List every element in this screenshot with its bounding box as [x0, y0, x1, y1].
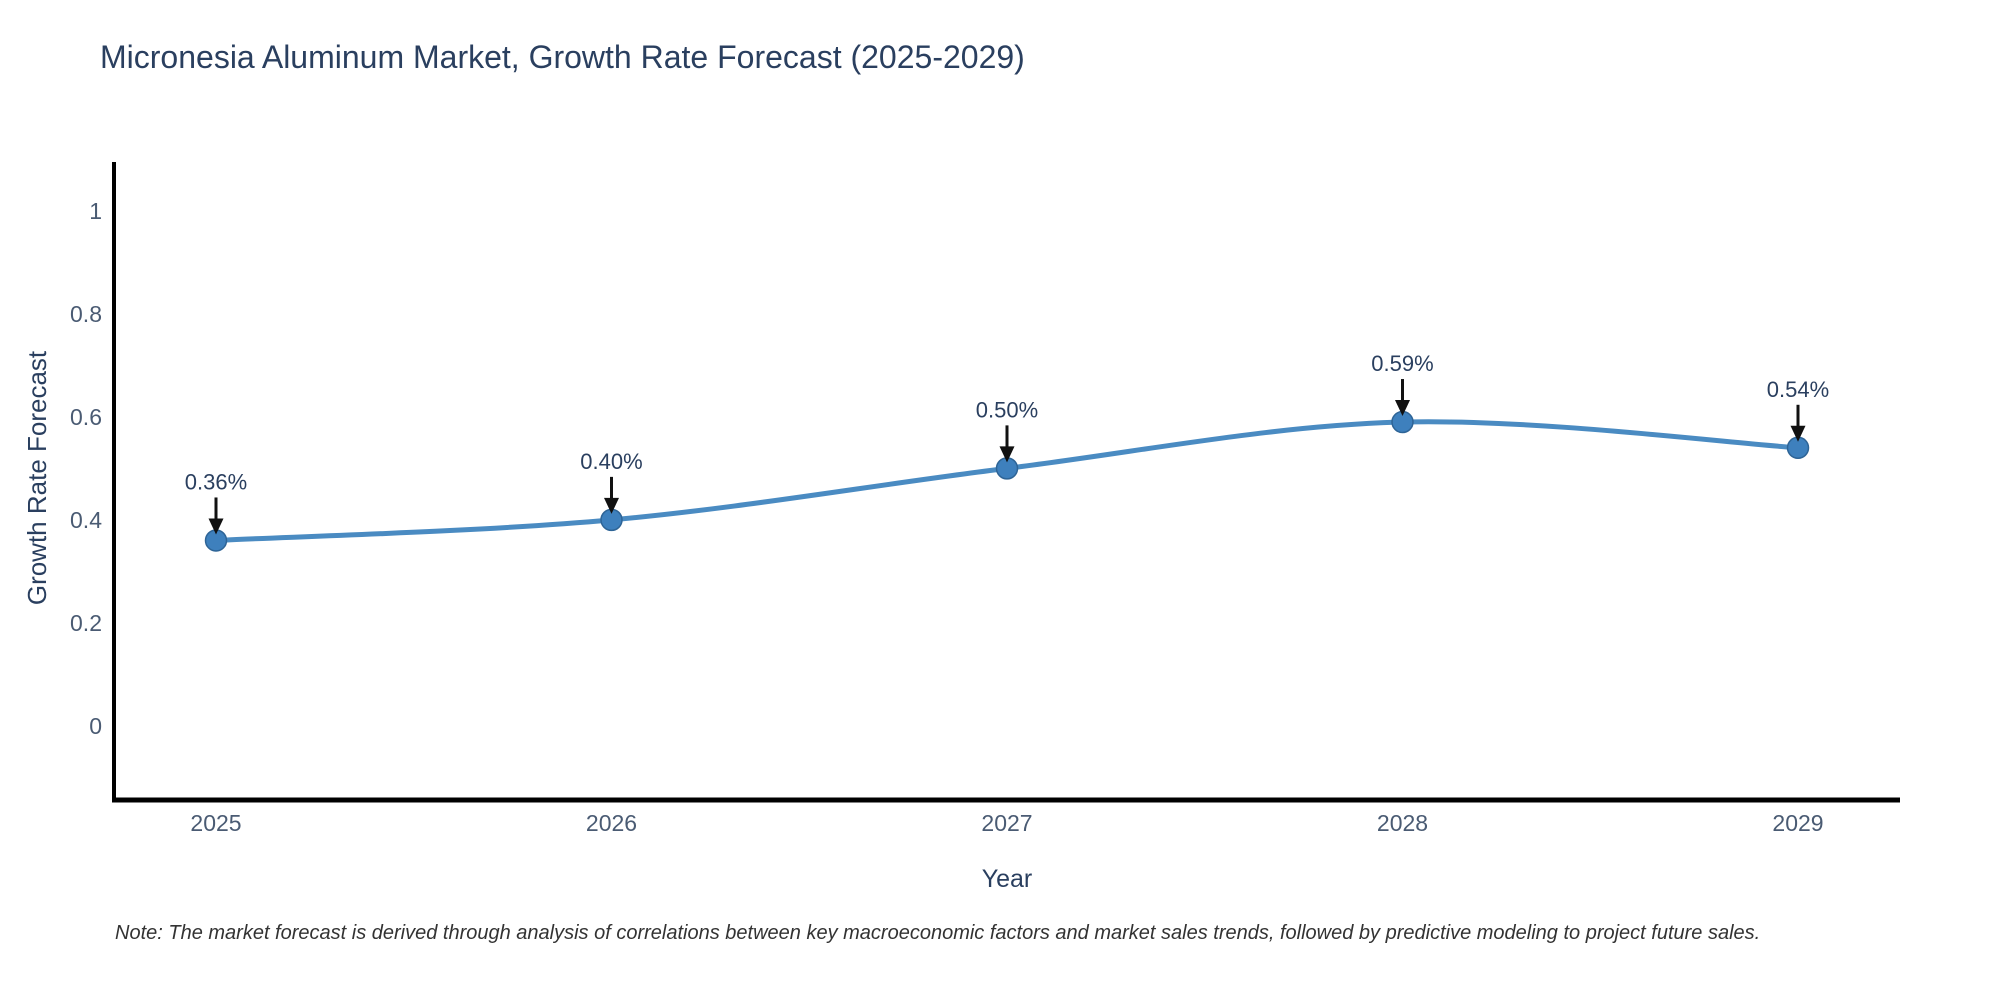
x-tick-label: 2028 — [1377, 810, 1428, 836]
annotation-value-label: 0.40% — [580, 449, 642, 474]
x-tick-label: 2027 — [981, 810, 1032, 836]
annotation-arrowhead-icon — [999, 446, 1015, 463]
annotation-arrowhead-icon — [1790, 425, 1806, 442]
annotation-arrowhead-icon — [1395, 400, 1410, 417]
plot-area: 0 0.2 0.4 0.6 0.8 1 2025 2026 2027 2028 2029 0.36% 0… — [70, 162, 1900, 836]
x-tick-label: 2025 — [190, 810, 241, 836]
annotation-value-label: 0.59% — [1371, 351, 1433, 376]
chart-title: Micronesia Aluminum Market, Growth Rate … — [100, 39, 1025, 75]
annotation-value-label: 0.36% — [185, 469, 247, 494]
y-tick-label: 0.8 — [70, 301, 102, 327]
y-tick-label: 0 — [89, 713, 102, 739]
x-tick-label: 2029 — [1772, 810, 1823, 836]
x-axis-title: Year — [982, 865, 1033, 893]
y-tick-label: 0.2 — [70, 610, 102, 636]
y-tick-label: 1 — [89, 198, 102, 224]
annotation-value-label: 0.54% — [1767, 377, 1829, 402]
chart-footnote: Note: The market forecast is derived thr… — [115, 922, 1760, 944]
y-tick-label: 0.4 — [70, 507, 102, 533]
annotation-value-label: 0.50% — [976, 397, 1038, 422]
y-tick-label: 0.6 — [70, 404, 102, 430]
x-tick-label: 2026 — [586, 810, 637, 836]
annotation-arrowhead-icon — [604, 497, 619, 514]
annotation-arrowhead-icon — [208, 518, 224, 535]
y-axis-title: Growth Rate Forecast — [22, 350, 52, 605]
